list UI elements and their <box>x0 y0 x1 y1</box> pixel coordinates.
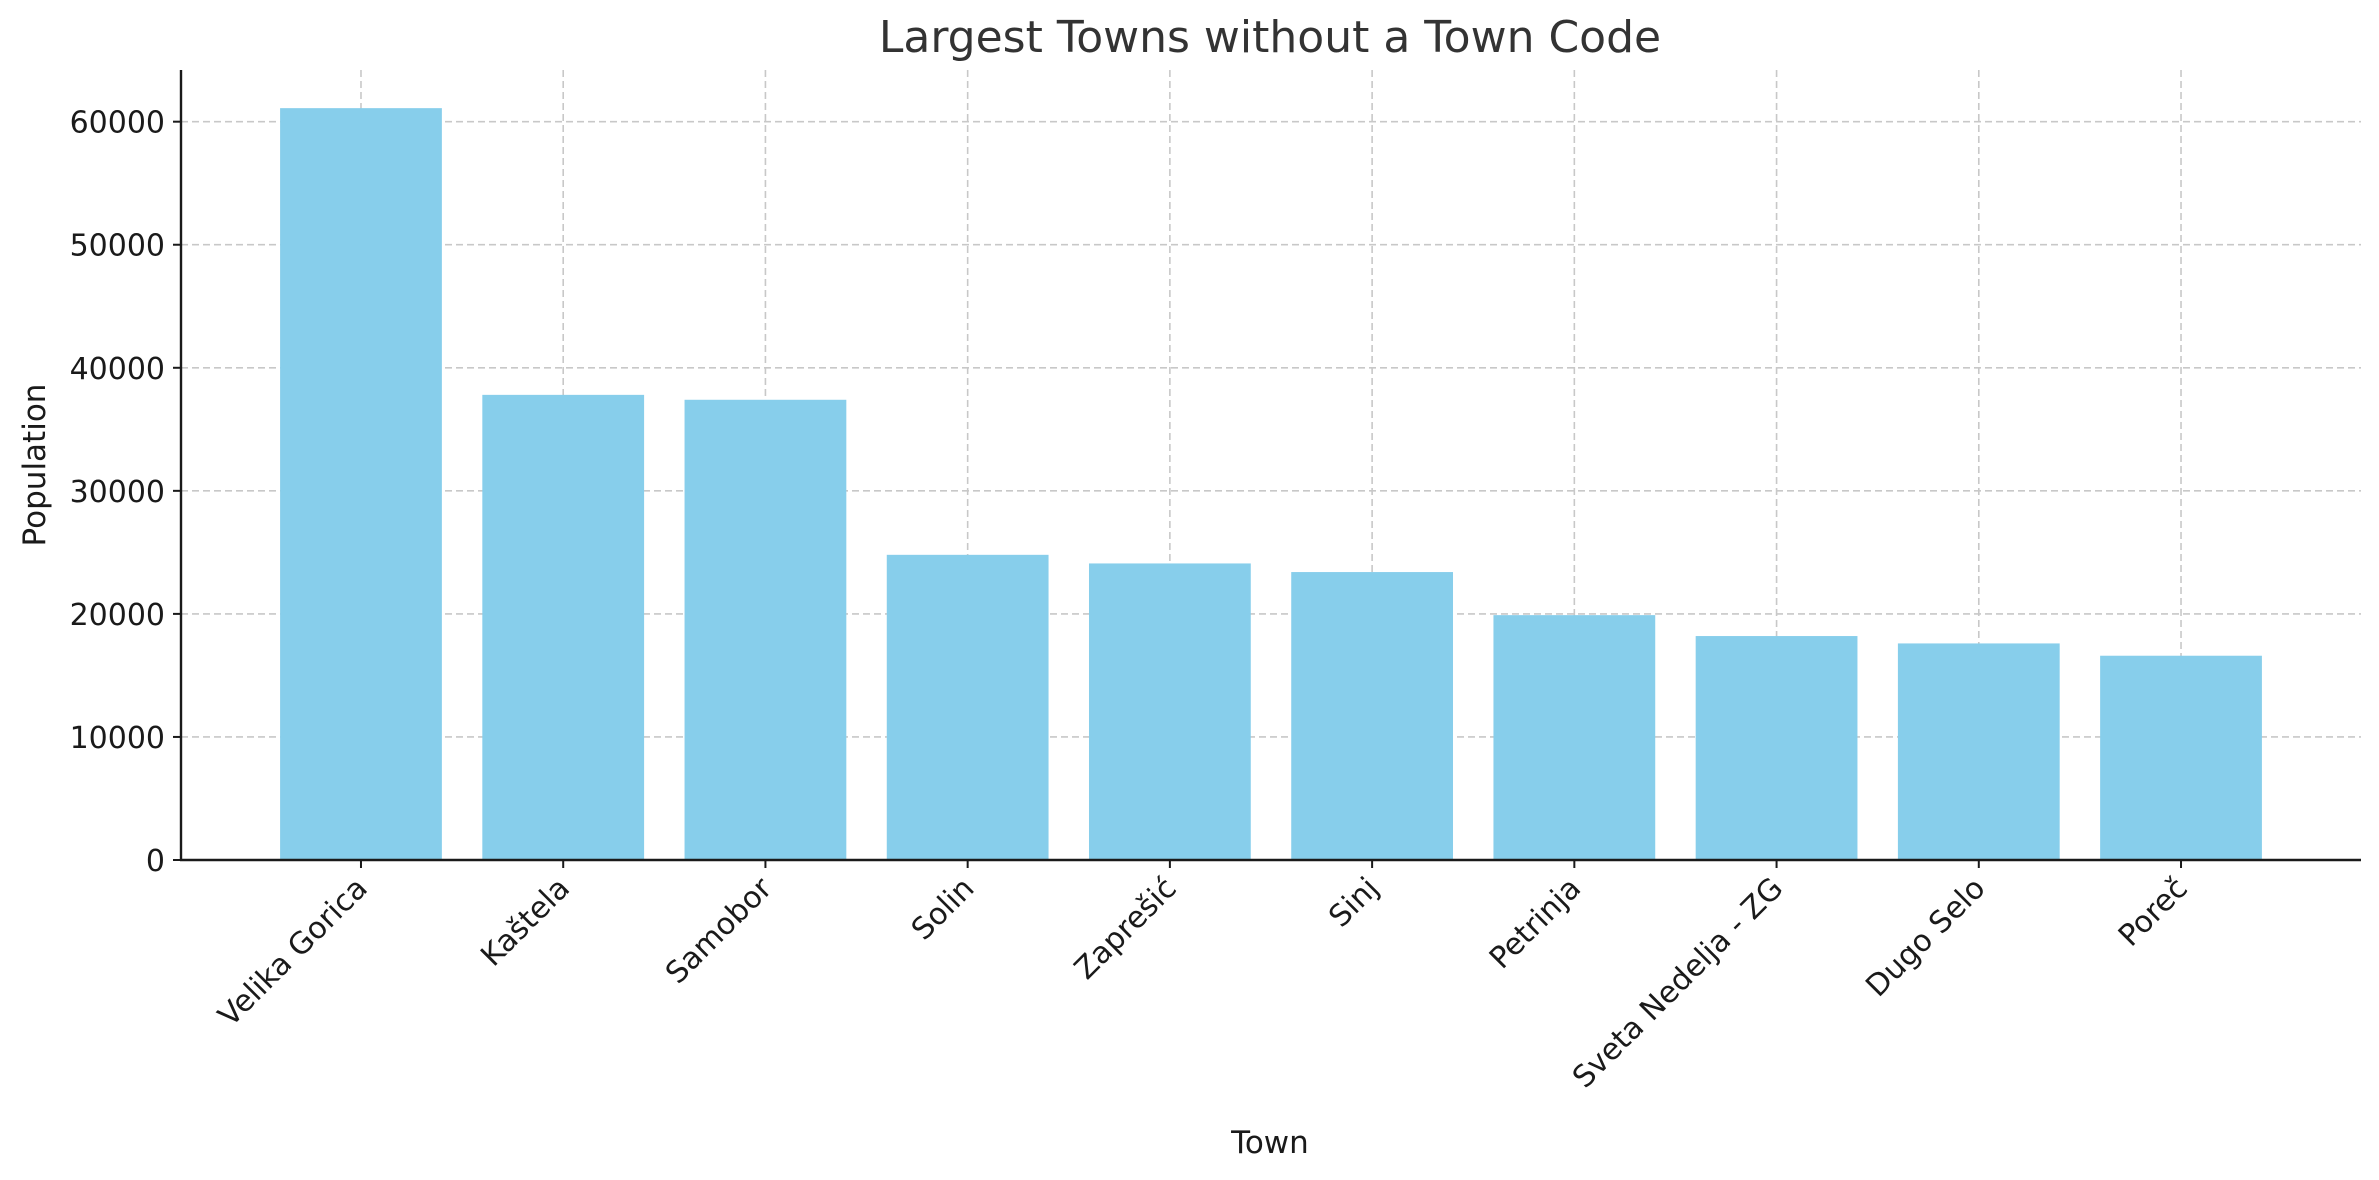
x-tick-label: Kaštela <box>474 871 577 974</box>
bar <box>482 394 645 860</box>
bar <box>684 399 847 860</box>
bar <box>1493 615 1656 860</box>
x-tick-label: Samobor <box>659 870 779 990</box>
x-tick-label: Dugo Selo <box>1859 871 1992 1004</box>
bar <box>1897 643 2060 860</box>
chart-title: Largest Towns without a Town Code <box>879 12 1661 63</box>
bar <box>2100 655 2262 860</box>
y-tick-label: 20000 <box>70 598 165 633</box>
x-tick-label: Velika Gorica <box>212 871 375 1034</box>
bar <box>1291 572 1454 860</box>
x-tick-label: Poreč <box>2112 871 2195 954</box>
bar <box>1088 563 1251 860</box>
x-tick-label: Sinj <box>1322 871 1385 934</box>
bar <box>886 554 1049 860</box>
y-axis-label: Population <box>17 384 53 547</box>
y-tick-label: 40000 <box>70 352 165 387</box>
x-tick-label: Petrinja <box>1483 871 1588 976</box>
bar <box>1695 636 1858 860</box>
x-tick-label: Zaprešić <box>1068 871 1184 987</box>
y-tick-label: 10000 <box>70 721 165 756</box>
y-tick-label: 30000 <box>70 475 165 510</box>
y-tick-label: 60000 <box>70 106 165 141</box>
x-tick-label: Sveta Nedelja - ZG <box>1566 871 1790 1095</box>
bars <box>280 108 2262 860</box>
x-tick-label: Solin <box>905 871 981 947</box>
y-tick-label: 0 <box>146 844 165 879</box>
bar <box>280 108 442 860</box>
y-tick-label: 50000 <box>70 229 165 264</box>
x-axis-label: Town <box>1230 1125 1309 1161</box>
